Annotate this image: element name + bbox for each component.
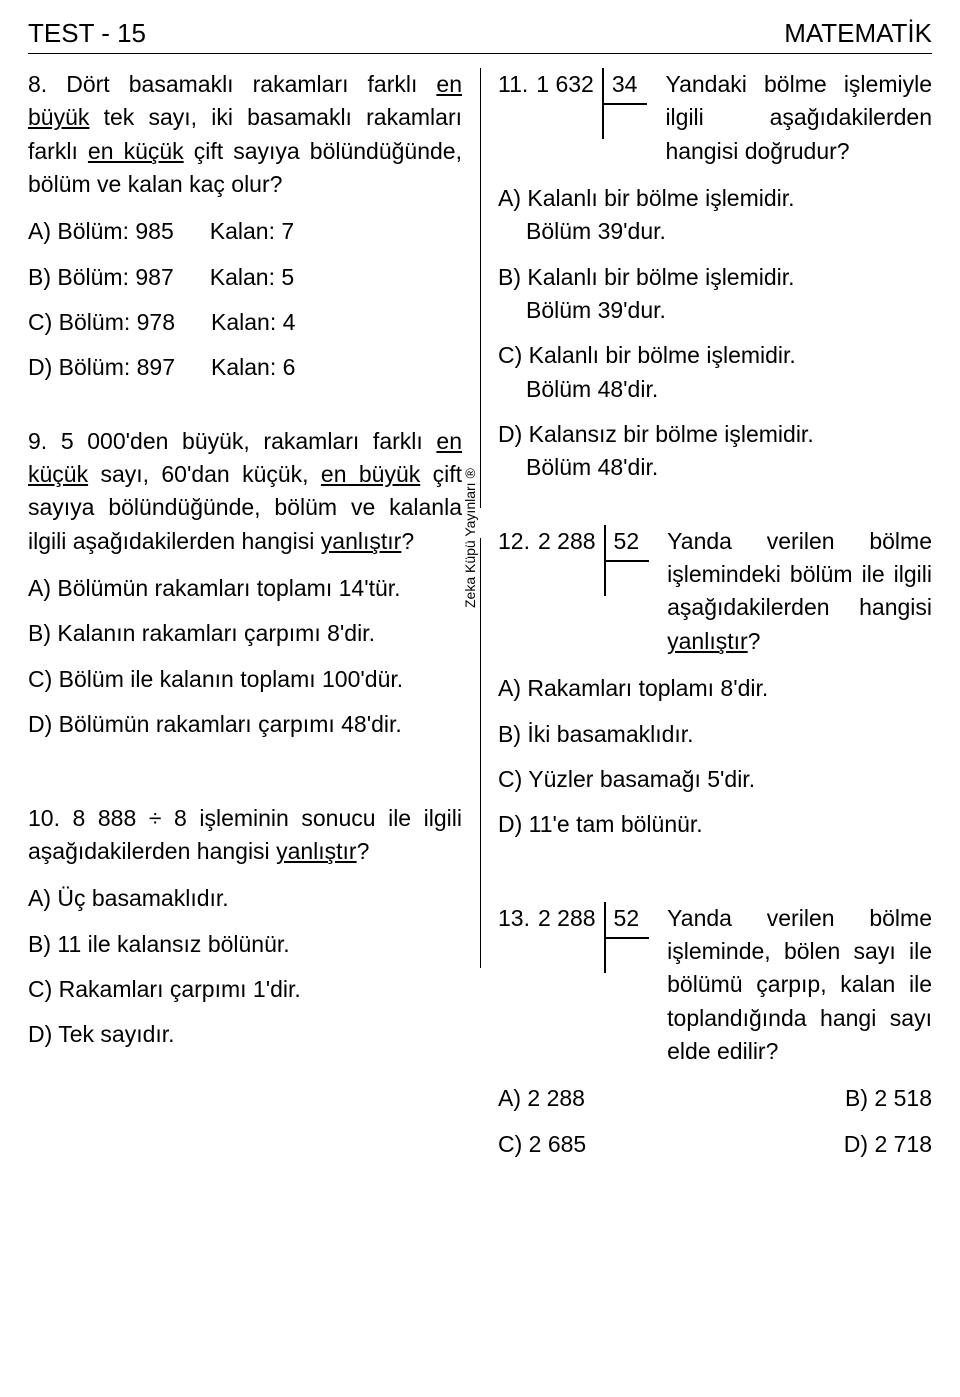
option-c: C) Bölüm: 978Kalan: 4: [28, 306, 462, 339]
option-c: C) 2 685: [498, 1128, 586, 1161]
options: A) Rakamları toplamı 8'dir. B) İki basam…: [498, 672, 932, 841]
question-text: Yanda verilen bölme işlemindeki bölüm il…: [667, 525, 932, 658]
question-10: 10. 8 888 ÷ 8 işleminin sonucu ile ilgil…: [28, 802, 462, 1052]
option-a: A) Rakamları toplamı 8'dir.: [498, 672, 932, 705]
option-a: A) Bölümün rakamları toplamı 14'tür.: [28, 572, 462, 605]
option-a: A) Kalanlı bir bölme işlemidir. Bölüm 39…: [498, 182, 932, 249]
question-text: Yandaki bölme işlemiyle ilgili aşağıdaki…: [665, 68, 932, 168]
subject-title: MATEMATİK: [784, 18, 932, 49]
divisor: 52: [604, 525, 650, 562]
option-row-ab: A) 2 288 B) 2 518: [498, 1082, 932, 1115]
option-a: A) Üç basamaklıdır.: [28, 882, 462, 915]
question-number: 11.: [498, 68, 528, 168]
question-number: 13.: [498, 902, 530, 1069]
question-number: 9.: [28, 428, 47, 454]
question-head: 13. 2 288 52 Yanda verilen bölme işlemin…: [498, 902, 932, 1069]
divisor: 52: [604, 902, 650, 939]
option-b: B) Kalanın rakamları çarpımı 8'dir.: [28, 617, 462, 650]
option-b: B) Bölüm: 987Kalan: 5: [28, 261, 462, 294]
question-text: 5 000'den büyük, rakamları farklı en küç…: [28, 428, 462, 554]
option-b: B) 2 518: [845, 1082, 932, 1115]
options: A) Bölümün rakamları toplamı 14'tür. B) …: [28, 572, 462, 741]
option-b: B) İki basamaklıdır.: [498, 718, 932, 751]
long-division-icon: 1 632 34: [536, 68, 647, 168]
question-number: 8.: [28, 71, 47, 97]
question-9: 9. 5 000'den büyük, rakamları farklı en …: [28, 425, 462, 742]
page-header: TEST - 15 MATEMATİK: [28, 18, 932, 54]
option-a: A) 2 288: [498, 1082, 585, 1115]
option-b: B) 11 ile kalansız bölünür.: [28, 928, 462, 961]
question-head: 12. 2 288 52 Yanda verilen bölme işlemin…: [498, 525, 932, 658]
option-d: D) Tek sayıdır.: [28, 1018, 462, 1051]
option-c: C) Bölüm ile kalanın toplamı 100'dür.: [28, 663, 462, 696]
options: A) 2 288 B) 2 518 C) 2 685 D) 2 718: [498, 1082, 932, 1161]
option-d: D) 2 718: [844, 1128, 932, 1161]
question-12: 12. 2 288 52 Yanda verilen bölme işlemin…: [498, 525, 932, 842]
question-8: 8. Dört basamaklı rakamları farklı en bü…: [28, 68, 462, 385]
publisher-label: Zeka Küpü Yayınları ®: [462, 468, 478, 608]
left-column: 8. Dört basamaklı rakamları farklı en bü…: [28, 68, 480, 1201]
right-column: 11. 1 632 34 Yandaki bölme işlemiyle ilg…: [480, 68, 932, 1201]
option-b: B) Kalanlı bir bölme işlemidir. Bölüm 39…: [498, 261, 932, 328]
option-c: C) Yüzler basamağı 5'dir.: [498, 763, 932, 796]
question-11: 11. 1 632 34 Yandaki bölme işlemiyle ilg…: [498, 68, 932, 485]
option-d: D) 11'e tam bölünür.: [498, 808, 932, 841]
question-13: 13. 2 288 52 Yanda verilen bölme işlemin…: [498, 902, 932, 1161]
option-c: C) Kalanlı bir bölme işlemidir. Bölüm 48…: [498, 339, 932, 406]
option-d: D) Kalansız bir bölme işlemidir. Bölüm 4…: [498, 418, 932, 485]
option-row-cd: C) 2 685 D) 2 718: [498, 1128, 932, 1161]
question-head: 11. 1 632 34 Yandaki bölme işlemiyle ilg…: [498, 68, 932, 168]
option-a: A) Bölüm: 985Kalan: 7: [28, 215, 462, 248]
long-division-icon: 2 288 52: [538, 525, 649, 658]
dividend: 2 288: [538, 525, 604, 658]
option-d: D) Bölümün rakamları çarpımı 48'dir.: [28, 708, 462, 741]
two-columns: Zeka Küpü Yayınları ® 8. Dört basamaklı …: [28, 68, 932, 1201]
column-divider-middle: [480, 538, 481, 968]
option-c: C) Rakamları çarpımı 1'dir.: [28, 973, 462, 1006]
options: A) Bölüm: 985Kalan: 7 B) Bölüm: 987Kalan…: [28, 215, 462, 384]
worksheet-page: TEST - 15 MATEMATİK Zeka Küpü Yayınları …: [0, 0, 960, 1241]
question-text: Yanda verilen bölme işleminde, bölen say…: [667, 902, 932, 1069]
divisor: 34: [602, 68, 648, 105]
question-number: 10.: [28, 805, 60, 831]
dividend: 1 632: [536, 68, 602, 168]
test-number: TEST - 15: [28, 18, 146, 49]
question-text: Dört basamaklı rakamları farklı en büyük…: [28, 71, 462, 197]
column-divider-upper: [480, 68, 481, 508]
option-d: D) Bölüm: 897Kalan: 6: [28, 351, 462, 384]
options: A) Üç basamaklıdır. B) 11 ile kalansız b…: [28, 882, 462, 1051]
long-division-icon: 2 288 52: [538, 902, 649, 1069]
question-number: 12.: [498, 525, 530, 658]
dividend: 2 288: [538, 902, 604, 1069]
question-text: 8 888 ÷ 8 işleminin sonucu ile ilgili aş…: [28, 805, 462, 864]
options: A) Kalanlı bir bölme işlemidir. Bölüm 39…: [498, 182, 932, 485]
